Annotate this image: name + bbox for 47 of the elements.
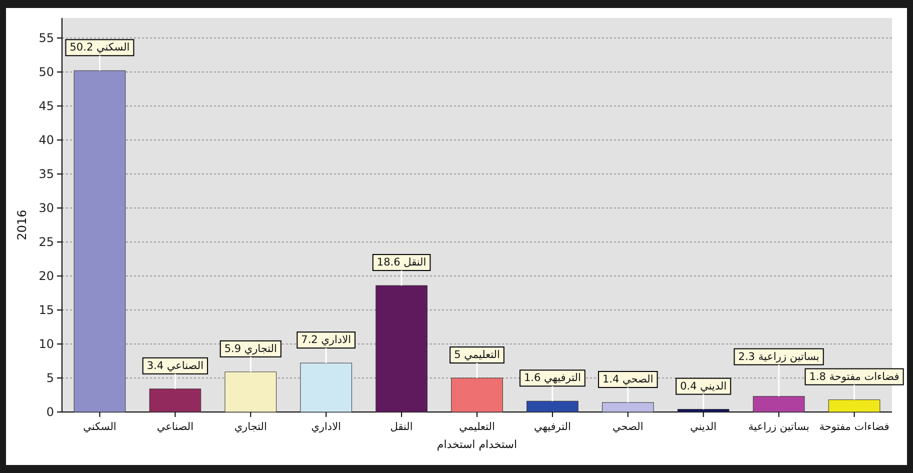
x-tick-label: الصناعي bbox=[156, 421, 194, 433]
bar bbox=[149, 388, 202, 412]
data-label: التجاري 5.9 bbox=[224, 342, 277, 355]
y-tick-label: 50 bbox=[38, 65, 54, 79]
y-tick-label: 20 bbox=[38, 269, 54, 283]
data-label: الصناعي 3.4 bbox=[146, 360, 204, 372]
y-tick-label: 0 bbox=[46, 405, 54, 419]
y-axis-title: 2016 bbox=[15, 210, 29, 240]
x-tick-label: الترفيهي bbox=[534, 421, 571, 433]
x-axis-title: استخدام استخدام bbox=[436, 438, 518, 451]
x-tick-label: بساتين زراعية bbox=[748, 421, 810, 433]
x-tick-label: فضاءات مفتوحة bbox=[819, 421, 890, 433]
x-tick-label: التجاري bbox=[234, 421, 267, 433]
y-tick-label: 15 bbox=[38, 303, 54, 317]
y-tick-label: 30 bbox=[38, 201, 54, 215]
data-label: التعليمي 5 bbox=[454, 349, 500, 361]
y-tick-label: 40 bbox=[38, 133, 54, 147]
data-label: فضاءات مفتوحة 1.8 bbox=[809, 370, 900, 383]
bar bbox=[224, 372, 277, 412]
data-label: السكني 50.2 bbox=[70, 42, 130, 54]
data-label: النقل 18.6 bbox=[376, 256, 426, 269]
bar bbox=[602, 402, 654, 412]
y-tick-label: 25 bbox=[38, 235, 54, 249]
data-label: الترفيهي 1.6 bbox=[524, 372, 581, 384]
y-tick-label: 45 bbox=[38, 99, 54, 113]
bar bbox=[451, 378, 503, 412]
data-label: الديني 0.4 bbox=[680, 380, 727, 392]
bar bbox=[752, 396, 805, 412]
x-tick-label: الديني bbox=[690, 421, 717, 433]
x-tick-label: النقل bbox=[390, 421, 413, 433]
x-tick-label: الصحي bbox=[612, 421, 644, 433]
data-label: الاداري 7.2 bbox=[301, 334, 352, 346]
x-tick-label: السكني bbox=[83, 421, 116, 433]
bar bbox=[300, 362, 352, 412]
bar bbox=[526, 400, 578, 412]
y-tick-label: 55 bbox=[38, 31, 54, 45]
bar bbox=[828, 400, 880, 412]
x-tick-label: الاداري bbox=[311, 421, 341, 433]
bar bbox=[74, 70, 126, 412]
bar bbox=[677, 409, 730, 412]
data-label: بساتين زراعية 2.3 bbox=[738, 350, 820, 363]
y-tick-label: 10 bbox=[38, 337, 54, 351]
data-label: الصحي 1.4 bbox=[602, 373, 654, 386]
bar bbox=[376, 285, 428, 412]
y-tick-label: 5 bbox=[46, 371, 54, 385]
x-tick-label: التعليمي bbox=[459, 421, 495, 433]
y-tick-label: 35 bbox=[38, 167, 54, 181]
